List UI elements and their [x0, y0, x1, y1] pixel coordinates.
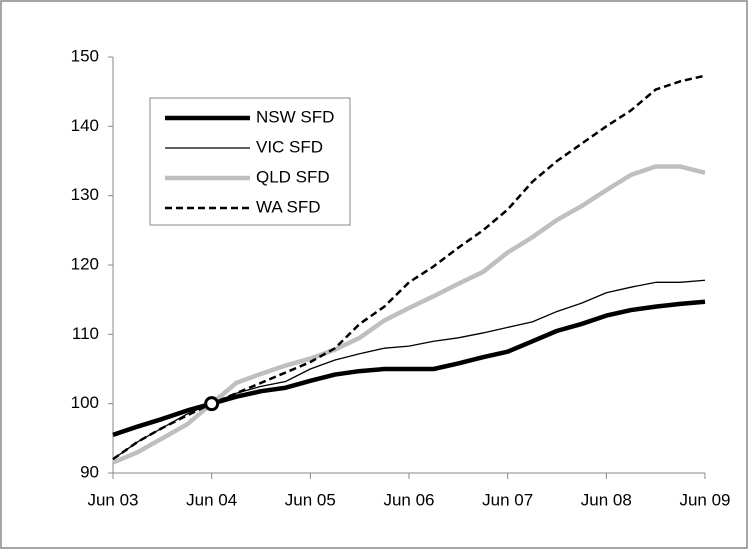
y-tick-label: 100 [71, 393, 99, 412]
y-tick-label: 150 [71, 46, 99, 65]
legend-label: NSW SFD [256, 107, 334, 126]
y-tick-label: 90 [80, 462, 99, 481]
legend-label: QLD SFD [256, 167, 330, 186]
legend-label: VIC SFD [256, 137, 323, 156]
x-tick-label: Jun 03 [87, 490, 138, 509]
y-tick-label: 140 [71, 116, 99, 135]
x-tick-label: Jun 05 [285, 490, 336, 509]
y-tick-label: 130 [71, 185, 99, 204]
base-marker [204, 396, 220, 412]
x-tick-label: Jun 07 [482, 490, 533, 509]
x-tick-label: Jun 09 [679, 490, 730, 509]
y-tick-label: 110 [72, 324, 99, 343]
y-tick-label: 120 [71, 254, 99, 273]
x-tick-label: Jun 06 [383, 490, 434, 509]
x-tick-label: Jun 08 [581, 490, 632, 509]
legend-label: WA SFD [256, 197, 321, 216]
x-tick-label: Jun 04 [186, 490, 237, 509]
